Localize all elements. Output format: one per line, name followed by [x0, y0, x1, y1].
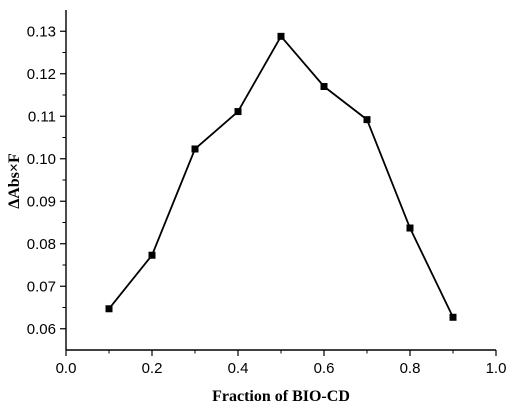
- x-tick-label: 0.4: [228, 360, 249, 377]
- x-axis-title: Fraction of BIO-CD: [212, 388, 350, 405]
- x-tick-label: 1.0: [486, 360, 507, 377]
- y-tick-label: 0.08: [27, 236, 56, 253]
- y-tick-label: 0.06: [27, 321, 56, 338]
- data-point-marker: [277, 32, 285, 40]
- y-tick-label: 0.07: [27, 278, 56, 295]
- series-layer: [105, 32, 457, 321]
- data-point-marker: [191, 145, 199, 153]
- x-tick-label: 0.8: [400, 360, 421, 377]
- data-point-marker: [320, 83, 328, 90]
- data-point-marker: [234, 108, 242, 116]
- y-axis-title: ΔAbs×F: [6, 153, 23, 209]
- series-line: [108, 35, 454, 318]
- plot-area: 0.0 0.2 0.4 0.6 0.8 1.0 0.060.070.080.090.100…: [27, 10, 507, 377]
- x-tick-label: 0.2: [142, 360, 163, 377]
- y-tick-label: 0.13: [27, 23, 56, 40]
- x-tick-label: 0.6: [314, 360, 335, 377]
- y-tick-label: 0.09: [27, 193, 56, 210]
- data-point-marker: [105, 305, 113, 313]
- y-tick-label: 0.11: [28, 108, 56, 125]
- y-axis-ticks: 0.06 0.07 0.08 0.09 0.10 0.11 0.12 0.13: [27, 23, 66, 338]
- y-tick-label: 0.10: [27, 151, 56, 168]
- y-tick-label: 0.12: [27, 66, 56, 83]
- x-tick-label: 0.0: [56, 360, 77, 377]
- x-axis-ticks: 0.0 0.2 0.4 0.6 0.8 1.0: [56, 350, 507, 377]
- data-point-marker: [406, 224, 414, 232]
- data-point-marker: [449, 313, 457, 321]
- data-point-marker: [148, 251, 156, 259]
- data-point-marker: [363, 116, 371, 124]
